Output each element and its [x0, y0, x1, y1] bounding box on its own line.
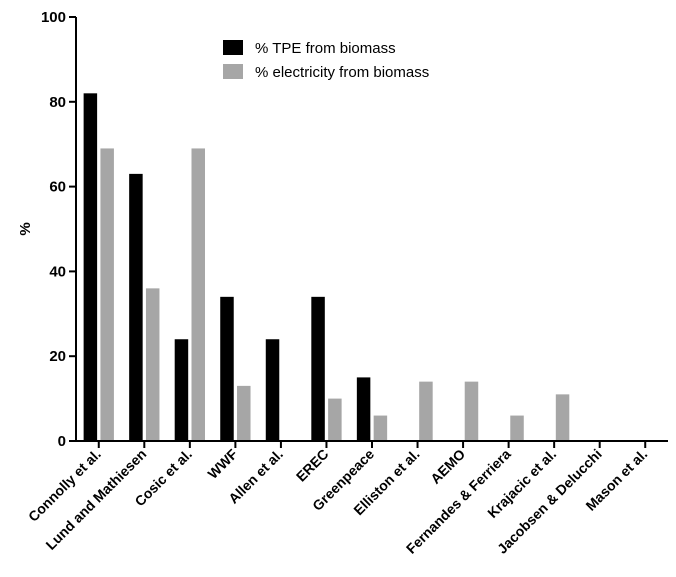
- y-tick-label: 100: [41, 9, 66, 26]
- legend-swatch-0: [223, 40, 243, 55]
- bar-electricity-1: [145, 288, 160, 441]
- legend-label-0: % TPE from biomass: [255, 40, 396, 57]
- legend: % TPE from biomass % electricity from bio…: [223, 40, 429, 81]
- x-tick-label: AEMO: [427, 446, 468, 487]
- bar-electricity-2: [191, 148, 205, 441]
- bar-tpe-2: [174, 339, 189, 441]
- bar-electricity-6: [373, 415, 388, 441]
- bar-electricity-8: [464, 381, 479, 441]
- legend-swatch-1: [223, 64, 243, 79]
- bar-electricity-3: [237, 385, 251, 441]
- bar-tpe-1: [129, 173, 143, 441]
- y-axis-title: %: [17, 222, 34, 235]
- y-tick-label: 0: [58, 433, 66, 450]
- x-tick-label: EREC: [293, 446, 332, 485]
- bar-tpe-5: [311, 296, 325, 441]
- bar-electricity-10: [555, 394, 570, 441]
- y-ticks-group: 0 20 40 60 80 100: [41, 9, 76, 450]
- bar-electricity-9: [510, 415, 524, 441]
- bars-group: [83, 93, 570, 441]
- bar-tpe-6: [356, 377, 371, 441]
- y-tick-label: 80: [49, 94, 66, 111]
- y-tick-label: 20: [49, 348, 66, 365]
- y-tick-label: 60: [49, 179, 66, 196]
- bar-tpe-4: [265, 339, 280, 441]
- y-tick-label: 40: [49, 263, 66, 280]
- bar-tpe-3: [220, 296, 234, 441]
- x-tick-label: WWF: [204, 445, 240, 481]
- bar-electricity-5: [328, 398, 342, 441]
- bar-electricity-0: [100, 148, 114, 441]
- bar-electricity-7: [419, 381, 433, 441]
- bar-tpe-0: [83, 93, 98, 441]
- legend-label-1: % electricity from biomass: [255, 64, 429, 81]
